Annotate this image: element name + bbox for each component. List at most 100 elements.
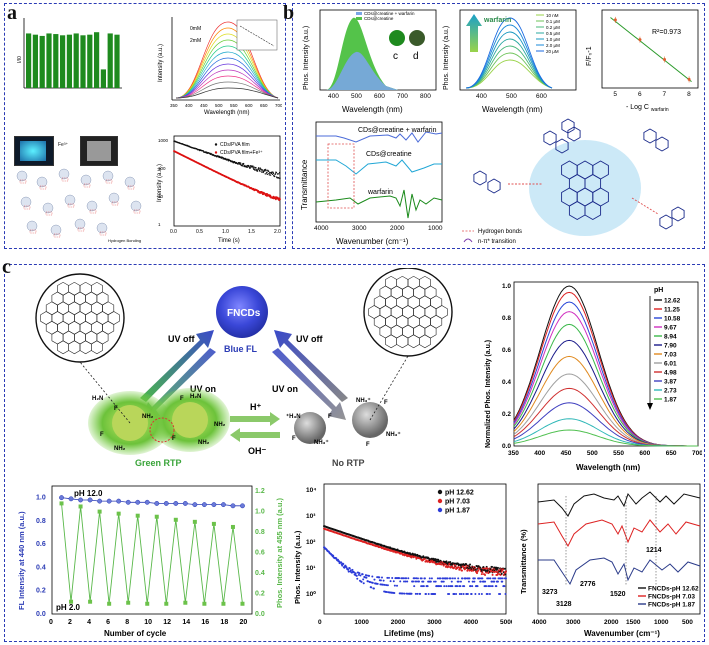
c-cycle-fl-pt-15 — [202, 502, 206, 506]
b-mol-side-hex-1 — [488, 179, 500, 193]
c-life-xlabel: Lifetime (ms) — [384, 629, 434, 638]
c-norm-ytick-2: 0.4 — [502, 379, 511, 386]
c-life-xtick-3: 3000 — [427, 619, 442, 626]
panel-b-label: b — [283, 2, 294, 25]
a-spectra-legtop: 0mM — [190, 26, 201, 32]
a-hbond-network: Hydrogen Bonding — [12, 168, 147, 246]
b-molecule: Hydrogen bonds n-π* transition — [450, 118, 702, 246]
c-cycle-fl-pt-2 — [78, 498, 82, 502]
c-cycle-ylabel-left: FL Intensity at 440 nm (a.u.) — [17, 511, 26, 610]
a-bar-9 — [87, 35, 92, 88]
a-spectra-xtick-6: 650 — [260, 103, 268, 108]
a-bar-5 — [60, 35, 65, 88]
b-fit-xlabel: - Log C warfarin — [626, 104, 669, 113]
b-ir-l2: CDs@creatine — [366, 151, 412, 158]
b-spec2: warfarin 10 nM0.1 μM0.2 μM0.5 μM1.0 μM2.… — [440, 6, 580, 114]
c-norm-leg-5: 7.90 — [664, 343, 677, 350]
a-decay-xtick-3: 1.5 — [248, 229, 255, 235]
c-life-leg-0: pH 12.62 — [445, 490, 474, 497]
c-scheme-label-5: F — [180, 396, 184, 402]
c-life-ytick-0: 10⁴ — [306, 487, 316, 494]
a-net-node-11 — [131, 201, 141, 211]
b-mol-transition: n-π* transition — [478, 239, 516, 245]
a-spectra-xtick-2: 450 — [200, 103, 208, 108]
c-cycle-ytick-2: 0.4 — [36, 564, 46, 571]
c-life-leg-dot-2 — [438, 508, 442, 512]
c-cycle-fl-pt-10 — [155, 501, 159, 505]
c-life-xtick-5: 5000 — [500, 619, 512, 626]
c-norm-leg-8: 4.98 — [664, 370, 677, 377]
b-fit-xtick-3: 8 — [687, 91, 691, 98]
c-cycle-fl-pt-4 — [97, 499, 101, 503]
c-cycle-ph-lo: pH 2.0 — [56, 603, 81, 612]
c-ftir-ylabel: Transmittance (%) — [519, 529, 528, 594]
b-spec2-leg-5: 2.0 μM — [546, 43, 560, 48]
b-spec2-xtick-0: 400 — [476, 93, 487, 100]
c-cycle-phos-pt-2 — [79, 504, 83, 508]
c-cycle-xtick-1: 2 — [68, 619, 72, 626]
c-life-ytick-1: 10³ — [306, 513, 316, 520]
b-spec1-xtick-2: 600 — [374, 93, 385, 100]
c-cycle-fl-pt-16 — [212, 502, 216, 506]
a-net-node-10 — [109, 193, 119, 203]
c-scheme-label-1: F — [114, 406, 118, 412]
b-mol-side-hex-7 — [660, 215, 672, 229]
a-spectra-legbot: 2mM — [190, 38, 201, 44]
c-cycle-phos-pt-7 — [126, 601, 130, 605]
c-cycle-xtick-4: 8 — [125, 619, 129, 626]
c-cycle-fl-pt-19 — [240, 504, 244, 508]
c-norm-leg-1: 11.25 — [664, 307, 680, 314]
c-cycle-xtick-6: 12 — [163, 619, 171, 626]
c-cycle-fl-pt-3 — [88, 498, 92, 502]
a-decay-xlabel: Time (s) — [218, 238, 240, 244]
c-norm-xtick-5: 600 — [639, 450, 650, 457]
c-scheme-label-6: H₂N — [190, 394, 201, 400]
b-ir-ylabel: Transmittance — [300, 159, 309, 210]
a-net-node-13 — [51, 225, 61, 235]
c-ftir-xtick-3: 1500 — [626, 619, 641, 626]
b-ir-l1: CDs@creatine + warfarin — [358, 127, 437, 134]
c-uv-off-left: UV off — [168, 334, 195, 344]
a-decay-leg2: CDs/PVA film+Fe³⁺ — [220, 150, 263, 156]
a-decay-ytick-3: 1 — [158, 222, 161, 227]
c-ftir-leg-2: FNCDs-pH 1.87 — [648, 602, 695, 609]
c-ftir-xtick-0: 4000 — [532, 619, 547, 626]
a-spectra-xtick-0: 350 — [170, 103, 178, 108]
a-bar-13 — [114, 35, 119, 88]
c-norm-ytick-0: 0.0 — [502, 443, 511, 450]
c-cycle-ytick-4: 0.8 — [36, 518, 46, 525]
b-fit-xtick-0: 5 — [613, 91, 617, 98]
c-norm-leg-9: 3.87 — [664, 379, 677, 386]
b-mol-side-hex-5 — [656, 137, 668, 151]
c-cycle-phos-pt-13 — [183, 601, 187, 605]
c-cycle-ytick-5: 1.0 — [36, 495, 46, 502]
a-bar-1 — [33, 35, 38, 88]
b-ir-xtick-2: 2000 — [390, 225, 405, 232]
c-cycle-phos-line — [62, 503, 243, 603]
a-decay-xtick-0: 0.0 — [170, 229, 177, 235]
c-cycle-fl-pt-6 — [116, 499, 120, 503]
c-oh: OH⁻ — [248, 446, 267, 456]
c-cycle-ytick-r-2: 0.4 — [255, 570, 265, 577]
a-net-node-8 — [65, 195, 75, 205]
c-ftir-xtick-5: 500 — [682, 619, 693, 626]
c-ftir-peak-3128: 3128 — [556, 601, 572, 608]
c-cycle-ph-hi: pH 12.0 — [74, 489, 103, 498]
b-spec2-xtick-1: 500 — [506, 93, 517, 100]
c-ftir: 3273 3128 2776 1520 1214 FNCDs-pH 12.62F… — [514, 476, 704, 642]
b-mol-side-hex-6 — [672, 207, 684, 221]
b-spec2-leg-1: 0.1 μM — [546, 19, 560, 24]
c-life-xtick-4: 4000 — [464, 619, 479, 626]
c-cycle-ytick-r-3: 0.6 — [255, 550, 265, 557]
a-spectra-xtick-3: 500 — [215, 103, 223, 108]
c-cycle-fl-pt-13 — [183, 501, 187, 505]
c-ftir-leg-0: FNCDs-pH 12.62 — [648, 586, 699, 593]
c-cycle-fl-pt-8 — [136, 500, 140, 504]
a-fe-arrow-label: Fe³⁺ — [58, 142, 68, 148]
c-cycle-ytick-1: 0.2 — [36, 588, 46, 595]
b-fit-r2: R²=0.973 — [652, 29, 681, 36]
b-spec2-arrow: warfarin — [483, 17, 511, 24]
a-decay-ytick-0: 1000 — [158, 138, 169, 143]
c-life-leg-dot-1 — [438, 499, 442, 503]
c-scheme-label-9: NH₂ — [214, 422, 226, 428]
